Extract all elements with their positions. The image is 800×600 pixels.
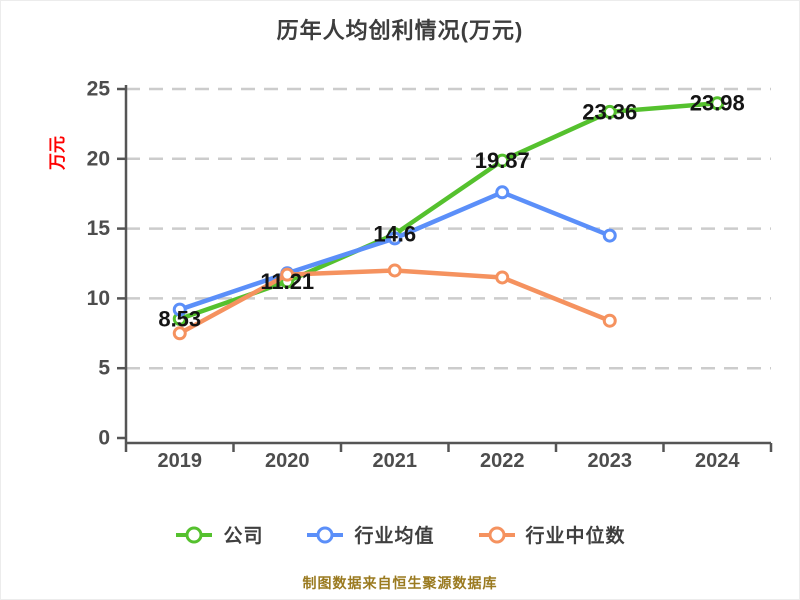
data-label-2023: 23.36 bbox=[582, 99, 637, 124]
x-tick-label-2020: 2020 bbox=[265, 450, 310, 472]
series-0-point-2023 bbox=[602, 104, 617, 119]
legend-item-industry-average: 行业均值 bbox=[305, 521, 434, 548]
series-2-point-2021 bbox=[387, 263, 402, 278]
data-label-2019: 8.53 bbox=[158, 306, 201, 331]
y-tick-label-10: 10 bbox=[87, 287, 110, 310]
legend-label-company: 公司 bbox=[223, 526, 264, 547]
series-line-0 bbox=[177, 100, 720, 322]
data-source-note: 制图数据来自恒生聚源数据库 bbox=[302, 575, 498, 591]
series-2-point-2020 bbox=[280, 267, 295, 282]
series-line-1 bbox=[177, 190, 612, 312]
industry-average-line-marker-icon bbox=[307, 526, 344, 543]
company-line-marker-icon bbox=[176, 526, 213, 543]
x-tick-label-2021: 2021 bbox=[373, 450, 418, 472]
chart-title: 历年人均创利情况(万元) bbox=[276, 18, 524, 43]
series-0-point-2024 bbox=[710, 96, 725, 111]
legend-item-industry-median: 行业中位数 bbox=[477, 521, 626, 548]
data-label-2022: 19.87 bbox=[475, 148, 530, 173]
x-tick-label-2019: 2019 bbox=[158, 450, 203, 472]
x-tick-label-2022: 2022 bbox=[480, 450, 525, 472]
legend-label-industry-median: 行业中位数 bbox=[525, 526, 626, 547]
series-1-point-2021 bbox=[387, 231, 402, 246]
x-tick-label-2024: 2024 bbox=[695, 450, 740, 472]
y-tick-label-15: 15 bbox=[87, 217, 111, 240]
series-1-point-2022 bbox=[495, 185, 510, 200]
y-tick-label-20: 20 bbox=[87, 147, 110, 170]
x-tick-label-2023: 2023 bbox=[588, 450, 633, 472]
series-1-point-2023 bbox=[602, 228, 617, 243]
series-1-point-2019 bbox=[172, 302, 187, 317]
legend-item-company: 公司 bbox=[174, 521, 263, 548]
chart-legend: 公司 行业均值 行业中位数 bbox=[1, 521, 799, 548]
series-2-point-2023 bbox=[602, 313, 617, 328]
data-label-2021: 14.6 bbox=[373, 222, 416, 247]
industry-median-line-marker-icon bbox=[478, 526, 515, 543]
series-2-point-2019 bbox=[172, 326, 187, 341]
series-0-point-2022 bbox=[495, 153, 510, 168]
y-tick-label-0: 0 bbox=[98, 427, 110, 450]
series-line-2 bbox=[177, 268, 612, 336]
data-label-2024: 23.98 bbox=[690, 91, 745, 116]
y-tick-label-5: 5 bbox=[98, 357, 110, 380]
series-2-point-2022 bbox=[495, 270, 510, 285]
legend-label-industry-average: 行业均值 bbox=[354, 526, 435, 547]
y-tick-label-25: 25 bbox=[87, 78, 111, 101]
data-label-2020: 11.21 bbox=[260, 269, 314, 294]
